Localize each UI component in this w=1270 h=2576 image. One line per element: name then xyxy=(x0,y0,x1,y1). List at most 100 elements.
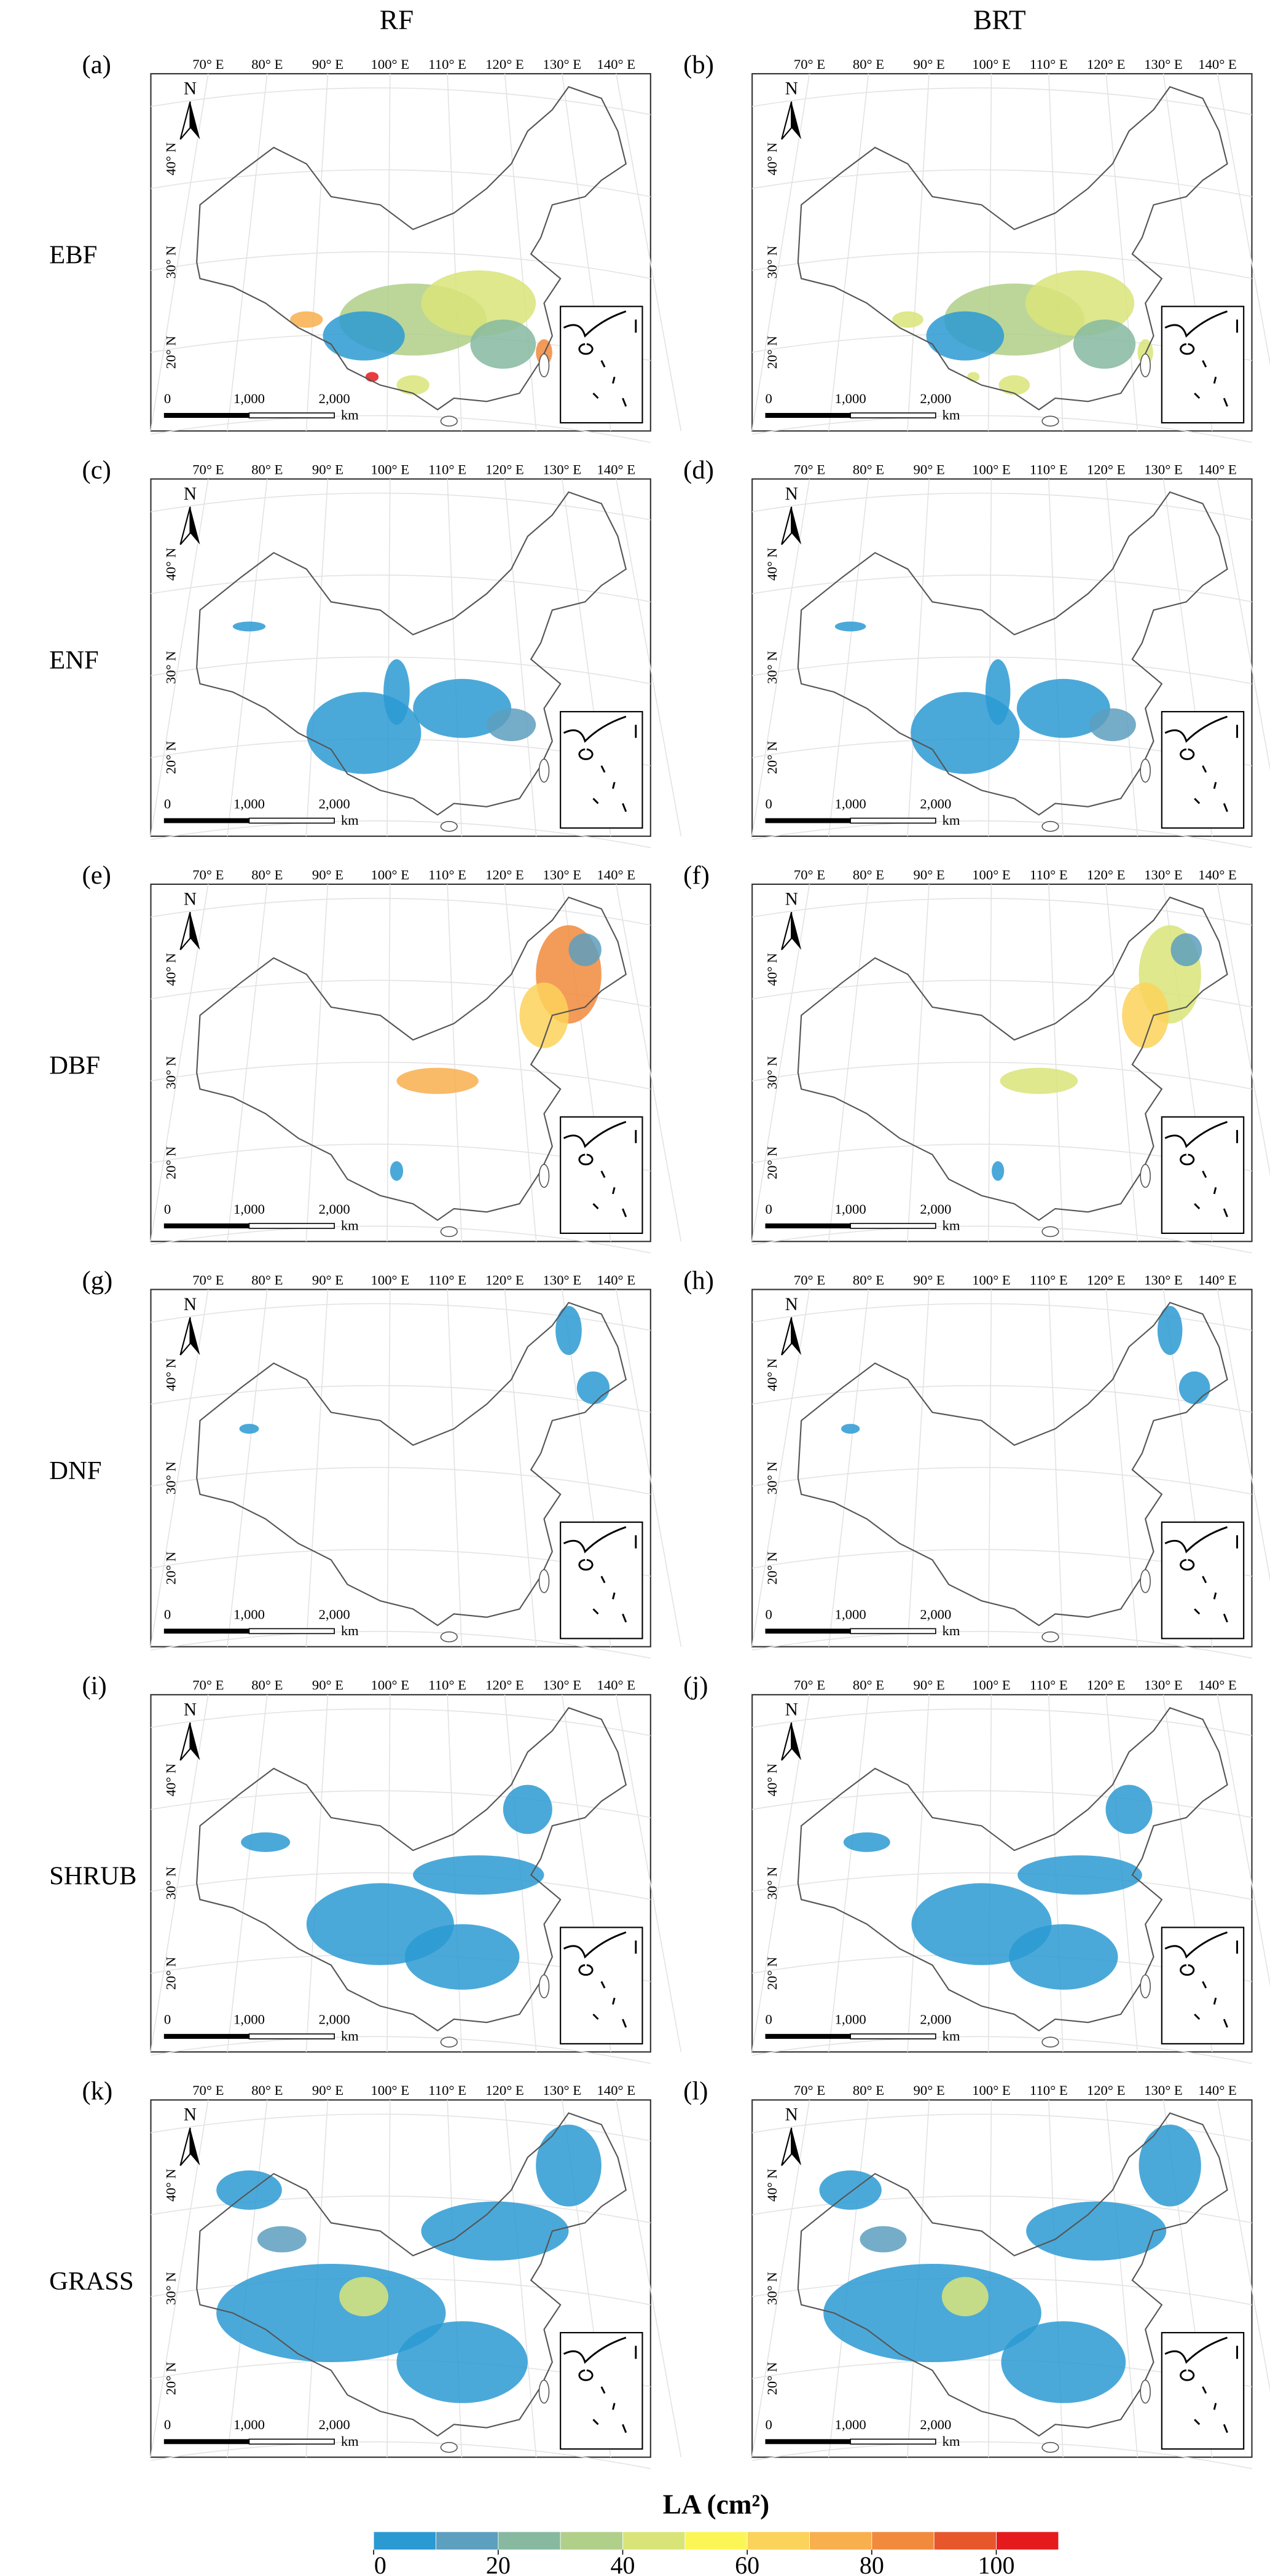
island xyxy=(440,820,458,832)
north-label: N xyxy=(184,1295,197,1314)
latitude-label: 20° N xyxy=(163,1552,178,1585)
inset-coast xyxy=(1164,2336,1238,2433)
scale-label: 1,000 xyxy=(233,1201,265,1217)
longitude-label: 130° E xyxy=(1144,867,1183,882)
longitude-label: 140° E xyxy=(1198,2083,1237,2098)
panel-label: (k) xyxy=(82,2076,113,2105)
longitude-label: 120° E xyxy=(1087,57,1126,72)
graticule xyxy=(151,2195,651,2224)
colorbar-title: LA (cm²) xyxy=(663,2489,769,2519)
longitude-label: 80° E xyxy=(853,867,884,882)
island xyxy=(1140,353,1151,378)
island xyxy=(440,1226,458,1238)
china-outline xyxy=(797,1706,1228,2032)
scale-unit: km xyxy=(943,1623,960,1638)
longitude-label: 100° E xyxy=(371,1272,410,1287)
longitude-label: 90° E xyxy=(914,57,945,72)
longitude-label: 80° E xyxy=(251,867,283,882)
scale-bar xyxy=(765,413,851,418)
graticule xyxy=(828,479,869,836)
graticule xyxy=(752,575,1252,603)
vegetation-patch xyxy=(232,621,266,632)
scale-unit: km xyxy=(341,407,359,423)
graticule xyxy=(751,1289,810,1647)
scale-label: 1,000 xyxy=(233,2012,265,2027)
colorbar-tick-label: 20 xyxy=(486,2551,511,2576)
map-panel: 70° E 80° E 90° E 100° E 110° E 120° E 130° E 1… xyxy=(150,1678,682,2064)
graticule xyxy=(504,1289,537,1647)
longitude-label: 120° E xyxy=(485,1272,524,1287)
graticule xyxy=(752,1225,1252,1254)
vegetation-patch xyxy=(241,1832,291,1852)
north-arrow xyxy=(791,912,802,950)
scale-label: 2,000 xyxy=(920,2012,951,2027)
panel-label: (h) xyxy=(683,1266,714,1295)
inset-coast xyxy=(563,2336,637,2433)
graticule xyxy=(752,2441,1252,2470)
latitude-label: 30° N xyxy=(764,1056,780,1090)
longitude-label: 70° E xyxy=(794,57,825,72)
graticule xyxy=(151,169,651,197)
scale-label: 1,000 xyxy=(835,2417,866,2432)
longitude-label: 140° E xyxy=(1198,57,1237,72)
graticule xyxy=(227,884,268,1242)
vegetation-patch xyxy=(841,1424,860,1434)
graticule xyxy=(752,492,1252,520)
longitude-label: 90° E xyxy=(914,2083,945,2098)
vegetation-patch xyxy=(576,1371,610,1405)
longitude-label: 70° E xyxy=(192,1678,224,1693)
graticule xyxy=(151,1384,651,1413)
island xyxy=(1140,2379,1151,2404)
longitude-label: 110° E xyxy=(428,1272,466,1287)
longitude-label: 80° E xyxy=(853,1272,884,1287)
graticule xyxy=(151,1467,651,1495)
longitude-label: 80° E xyxy=(853,1678,884,1693)
north-label: N xyxy=(184,1700,197,1719)
longitude-label: 140° E xyxy=(1198,1678,1237,1693)
longitude-label: 130° E xyxy=(1144,57,1183,72)
latitude-label: 30° N xyxy=(163,1461,178,1494)
graticule xyxy=(1217,2100,1270,2392)
graticule xyxy=(987,1289,992,1647)
panel-label: (g) xyxy=(82,1266,113,1295)
longitude-label: 100° E xyxy=(371,2083,410,2098)
graticule xyxy=(752,1467,1252,1495)
longitude-label: 140° E xyxy=(597,1272,636,1287)
latitude-label: 40° N xyxy=(764,953,780,986)
longitude-label: 90° E xyxy=(312,867,343,882)
colorbar-segment xyxy=(871,2531,935,2550)
graticule xyxy=(828,1289,869,1647)
graticule xyxy=(150,73,209,431)
scale-bar xyxy=(248,1223,335,1229)
latitude-label: 30° N xyxy=(163,1867,178,1900)
latitude-label: 20° N xyxy=(764,741,780,774)
vegetation-patch xyxy=(834,621,866,632)
vegetation-patch xyxy=(985,659,1011,725)
longitude-label: 80° E xyxy=(251,1272,283,1287)
graticule xyxy=(447,73,463,431)
graticule xyxy=(504,479,537,836)
colorbar-segment xyxy=(560,2531,623,2550)
vegetation-patch xyxy=(992,1161,1005,1181)
island xyxy=(440,415,458,427)
north-arrow xyxy=(190,912,200,950)
panel-label: (d) xyxy=(683,456,714,485)
graticule xyxy=(305,73,329,431)
longitude-label: 70° E xyxy=(192,867,224,882)
scale-unit: km xyxy=(943,1217,960,1233)
vegetation-patch xyxy=(413,678,512,738)
vegetation-patch xyxy=(396,2321,528,2403)
longitude-label: 120° E xyxy=(1087,1272,1126,1287)
scale-bar xyxy=(765,1628,851,1634)
scale-label: 1,000 xyxy=(835,1201,866,1217)
scale-unit: km xyxy=(341,2028,359,2043)
island xyxy=(1140,758,1151,783)
latitude-label: 20° N xyxy=(163,741,178,774)
scale-label: 0 xyxy=(766,391,772,406)
scale-unit: km xyxy=(341,812,359,828)
vegetation-patch xyxy=(1170,933,1202,967)
graticule xyxy=(987,479,992,836)
graticule xyxy=(616,2100,682,2457)
scale-bar xyxy=(248,817,335,824)
